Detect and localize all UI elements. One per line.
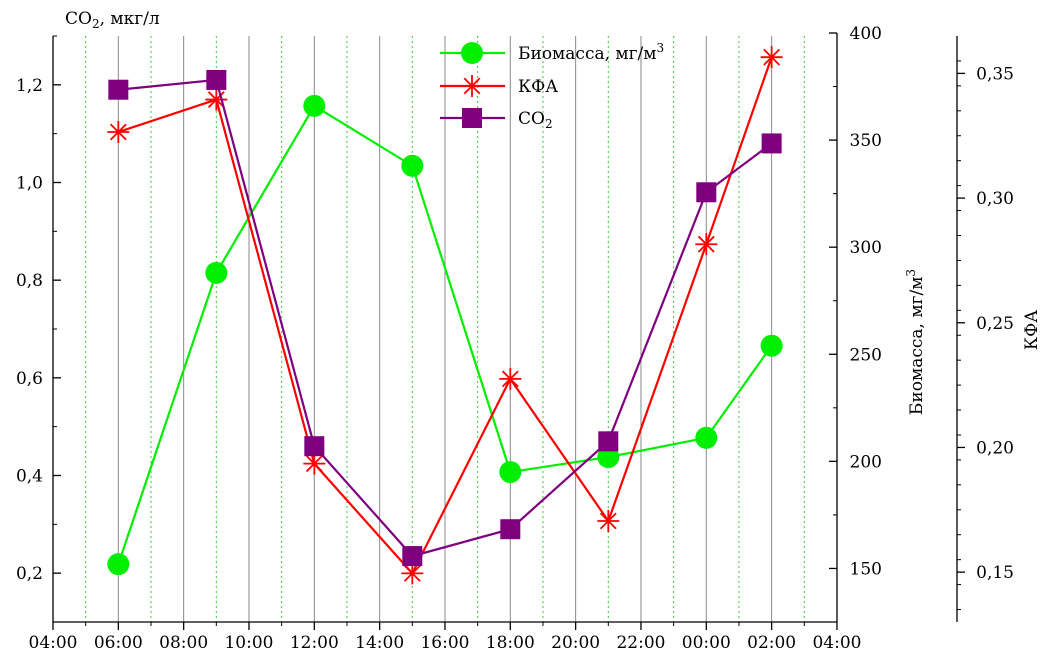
right2-tick-label: 0,15 (976, 563, 1014, 583)
legend-label-co2-main: CO (518, 109, 545, 129)
data-point-biomass (303, 94, 326, 117)
right1-axis-ticks: 150 200 250 300 350 400 (829, 24, 882, 623)
left-tick-label: 0,8 (16, 271, 43, 291)
data-point-kfa (303, 452, 326, 475)
right2-tick-label: 0,30 (976, 189, 1014, 209)
x-tick-label: 14:00 (355, 633, 404, 653)
star-stroke (403, 564, 421, 582)
legend-label-co2: CO2 (518, 109, 553, 131)
series-kfa (107, 46, 783, 585)
right2-axis-label: КФА (1022, 310, 1042, 350)
x-tick-label: 12:00 (290, 633, 339, 653)
data-point-co2 (206, 69, 227, 90)
data-point-kfa (205, 88, 228, 111)
x-tick-label: 22:00 (616, 633, 665, 653)
data-point-kfa (597, 510, 620, 533)
data-point-biomass (695, 426, 718, 449)
x-tick-label: 18:00 (486, 633, 535, 653)
right2-tick-label: 0,25 (976, 314, 1014, 334)
right1-axis-label-sup: 3 (904, 269, 918, 277)
series-line-kfa (117, 56, 773, 576)
data-point-kfa (499, 367, 522, 390)
star-stroke (501, 370, 519, 388)
left-axis-ticks: 0,2 0,4 0,6 0,8 1,0 1,2 (16, 35, 61, 623)
series-co2 (108, 69, 782, 567)
right1-tick-label: 200 (850, 452, 882, 472)
left-axis-label-sub: 2 (92, 17, 100, 31)
data-point-biomass (401, 154, 424, 177)
x-tick-label: 20:00 (551, 633, 600, 653)
data-point-biomass (107, 553, 130, 576)
right1-tick-label: 400 (850, 24, 882, 44)
star-stroke (763, 48, 781, 66)
legend-star-shape (461, 75, 483, 97)
data-point-biomass (760, 334, 783, 357)
series-biomass (107, 94, 783, 576)
x-tick-label: 00:00 (682, 633, 731, 653)
left-axis-label-rest: , мкг/л (100, 9, 160, 29)
star-stroke (697, 235, 715, 253)
x-tick-label: 02:00 (747, 633, 796, 653)
right1-tick-label: 250 (850, 345, 882, 365)
right2-tick-label: 0,35 (976, 64, 1014, 84)
data-point-co2 (696, 182, 717, 203)
left-tick-label: 0,2 (16, 564, 43, 584)
legend-label-biomass: Биомасса, мг/м3 (518, 41, 664, 64)
data-point-co2 (402, 546, 423, 567)
data-point-kfa (760, 46, 783, 69)
series-line-biomass (117, 104, 773, 565)
star-stroke (463, 77, 481, 95)
series-line-co2 (118, 78, 773, 558)
data-point-co2 (500, 519, 521, 540)
right1-axis-label: Биомасса, мг/м3 (904, 269, 927, 415)
data-point-co2 (304, 436, 325, 457)
left-tick-label: 1,2 (16, 76, 43, 96)
left-tick-label: 1,0 (16, 174, 43, 194)
legend-marker-kfa (461, 75, 483, 97)
x-axis-ticks: 04:00 06:00 08:00 10:00 12:00 14:00 16:00 18:00… (29, 622, 861, 653)
data-point-co2 (598, 431, 619, 452)
left-axis-label: CO2, мкг/л (65, 9, 160, 31)
legend-marker-co2 (462, 108, 482, 128)
data-point-co2 (108, 79, 129, 100)
star-stroke (599, 512, 617, 530)
x-tick-label: 08:00 (159, 633, 208, 653)
x-tick-label: 10:00 (224, 633, 273, 653)
legend-marker-biomass (461, 42, 483, 64)
x-tick-label: 04:00 (812, 633, 861, 653)
grid (85, 36, 805, 622)
left-tick-label: 0,6 (16, 369, 43, 389)
star-stroke (305, 455, 323, 473)
data-point-biomass (597, 446, 620, 469)
x-tick-label: 16:00 (420, 633, 469, 653)
left-axis-label-main: CO (65, 9, 92, 29)
right1-tick-label: 150 (850, 559, 882, 579)
right1-tick-label: 350 (850, 131, 882, 151)
right2-axis-ticks: 0,15 0,20 0,25 0,30 0,35 (957, 60, 1014, 611)
right2-tick-label: 0,20 (976, 438, 1014, 458)
x-tick-label: 04:00 (29, 633, 78, 653)
left-tick-label: 0,4 (16, 467, 43, 487)
data-point-co2 (761, 133, 782, 154)
data-point-kfa (401, 562, 424, 585)
data-point-biomass (205, 261, 228, 284)
legend-label-biomass-main: Биомасса, мг/м (518, 44, 656, 64)
star-stroke (207, 91, 225, 109)
data-point-kfa (695, 233, 718, 256)
legend-label-kfa: КФА (518, 77, 558, 97)
legend: Биомасса, мг/м3 КФА CO2 (440, 41, 664, 131)
legend-label-biomass-sup: 3 (656, 41, 664, 55)
plot-area (107, 46, 783, 585)
legend-label-co2-sub: 2 (545, 117, 553, 131)
data-point-kfa (107, 121, 130, 144)
star-stroke (109, 123, 127, 141)
right1-tick-label: 300 (850, 238, 882, 258)
right1-axis-label-main: Биомасса, мг/м (907, 277, 927, 415)
data-point-biomass (499, 461, 522, 484)
x-tick-label: 06:00 (94, 633, 143, 653)
